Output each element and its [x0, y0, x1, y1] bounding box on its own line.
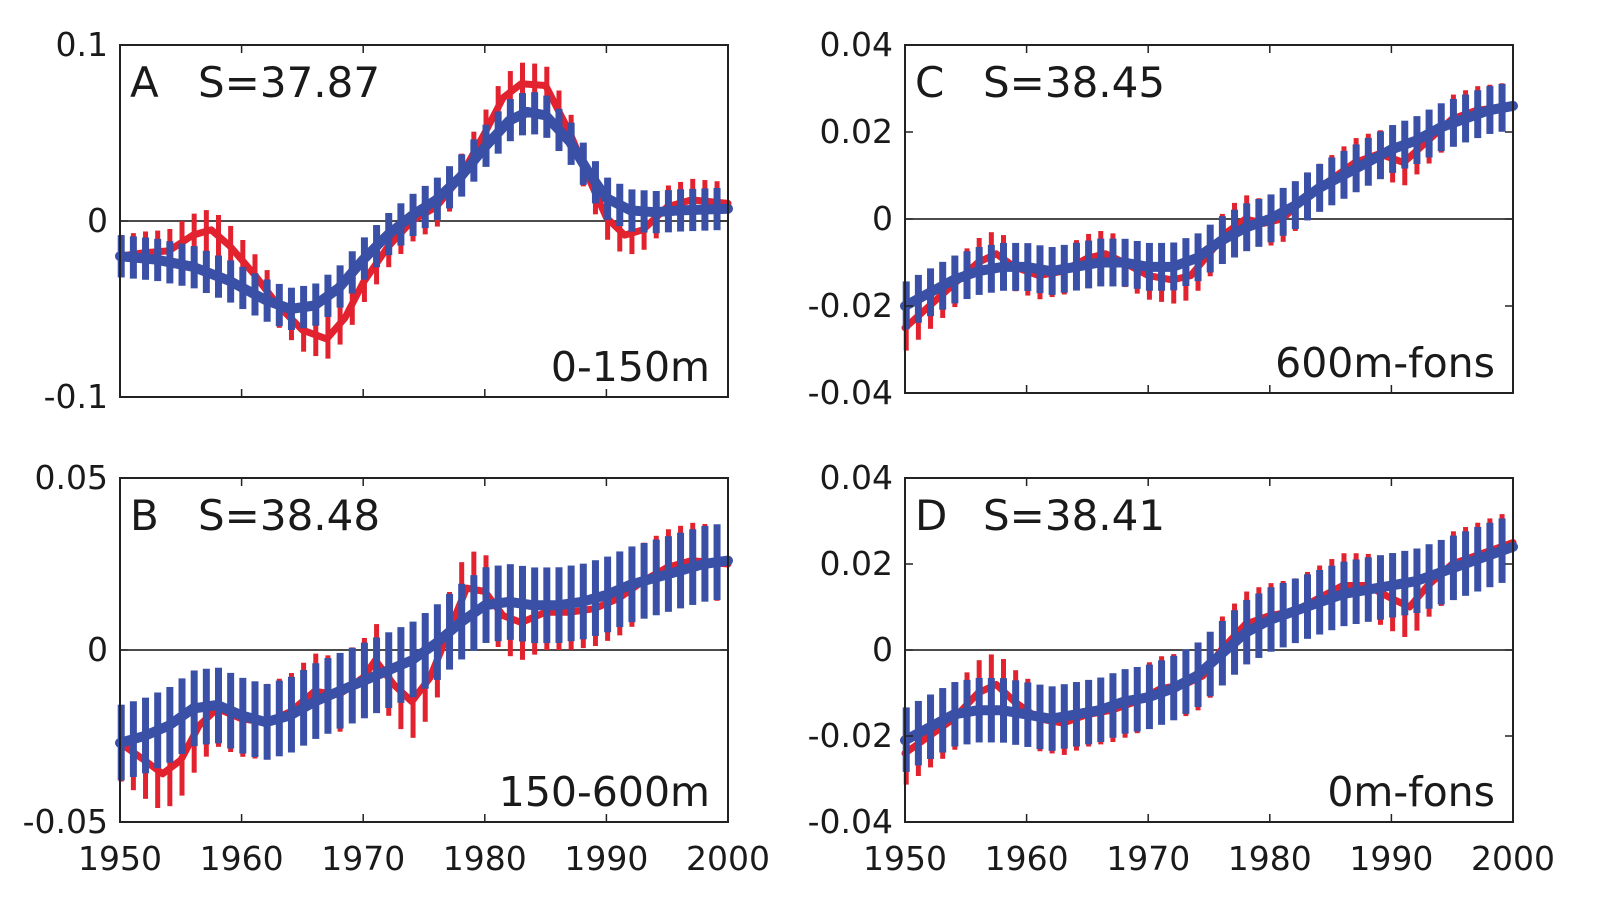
- panel-letter: B: [130, 491, 159, 540]
- panel-letter: D: [915, 491, 947, 540]
- x-tick-label: 1960: [200, 839, 284, 878]
- y-tick-label: 0: [87, 630, 108, 669]
- x-tick-label: 1990: [564, 839, 648, 878]
- series-blue: [900, 83, 1518, 330]
- y-tick-label: -0.05: [23, 802, 108, 841]
- y-tick-label: -0.04: [808, 373, 893, 412]
- y-tick-label: 0: [872, 630, 893, 669]
- y-tick-label: 0.02: [820, 544, 893, 583]
- y-tick-label: 0.02: [820, 112, 893, 151]
- series-line-blue: [900, 100, 1518, 311]
- depth-label: 600m-fons: [1275, 339, 1495, 387]
- x-tick-label: 1950: [78, 839, 162, 878]
- x-tick-label: 1950: [863, 839, 947, 878]
- y-tick-label: 0.05: [35, 458, 108, 497]
- x-tick-label: 1980: [443, 839, 527, 878]
- salinity-label: S=38.41: [983, 491, 1165, 540]
- salinity-label: S=37.87: [198, 58, 380, 107]
- series-line-blue: [900, 541, 1518, 746]
- salinity-label: S=38.48: [198, 491, 380, 540]
- y-tick-label: -0.04: [808, 802, 893, 841]
- panel-letter: C: [915, 58, 944, 107]
- x-tick-label: 1980: [1228, 839, 1312, 878]
- x-tick-label: 1970: [1106, 839, 1190, 878]
- y-tick-label: 0.04: [820, 458, 893, 497]
- series-blue: [115, 92, 733, 330]
- y-tick-label: -0.02: [808, 716, 893, 755]
- y-tick-label: 0.1: [56, 25, 108, 64]
- y-tick-label: -0.02: [808, 286, 893, 325]
- x-tick-label: 1970: [321, 839, 405, 878]
- series-line-red: [116, 557, 732, 778]
- y-tick-label: -0.1: [44, 377, 108, 416]
- depth-label: 0-150m: [551, 343, 710, 391]
- panel-c: 0.04 0.02 0 -0.02 -0.04 C S=38.45 600m-fons: [808, 25, 1518, 412]
- series-line-blue: [115, 106, 733, 314]
- y-tick-label: 0: [872, 199, 893, 238]
- depth-label: 150-600m: [499, 768, 710, 816]
- series-red: [901, 83, 1517, 351]
- panel-letter: A: [130, 58, 159, 107]
- x-tick-label: 1960: [985, 839, 1069, 878]
- depth-label: 0m-fons: [1327, 768, 1495, 816]
- panel-a: 0.1 0 -0.1 A S=37.87 0-150m: [44, 25, 733, 416]
- y-tick-label: 0.04: [820, 25, 893, 64]
- series-line-blue: [115, 555, 733, 748]
- x-tick-label: 2000: [1471, 839, 1555, 878]
- x-tick-label: 1990: [1349, 839, 1433, 878]
- series-blue: [900, 518, 1518, 772]
- series-blue: [115, 524, 733, 781]
- salinity-label: S=38.45: [983, 58, 1165, 107]
- y-tick-label: 0: [87, 201, 108, 240]
- x-tick-label: 2000: [686, 839, 770, 878]
